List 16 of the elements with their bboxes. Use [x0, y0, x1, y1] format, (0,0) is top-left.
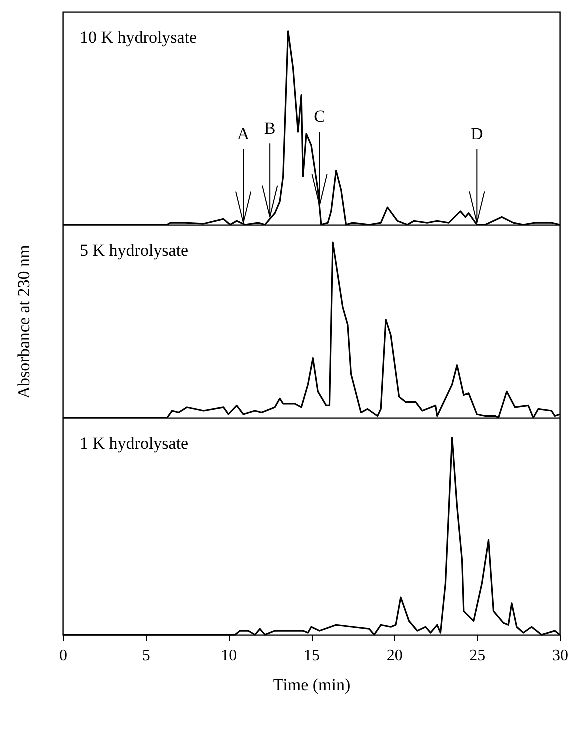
x-tick-label: 15: [304, 648, 320, 664]
annotation: 1 K hydrolysate: [80, 434, 189, 453]
annotation: A: [237, 124, 250, 144]
annotation: 10 K hydrolysate: [80, 28, 198, 47]
y-axis-title: Absorbance at 230 nm: [14, 245, 34, 399]
x-tick-label: 10: [221, 648, 238, 664]
x-tick-label: 30: [552, 648, 568, 664]
annotation: 5 K hydrolysate: [80, 241, 189, 260]
x-axis-title: Time (min): [273, 676, 351, 694]
annotation: D: [471, 124, 484, 144]
x-tick-label: 20: [386, 648, 403, 664]
x-tick-label: 5: [142, 648, 150, 664]
x-tick-label: 0: [60, 648, 68, 664]
annotation: B: [264, 118, 276, 138]
annotation: C: [314, 107, 326, 126]
x-tick-label: 25: [470, 648, 486, 664]
